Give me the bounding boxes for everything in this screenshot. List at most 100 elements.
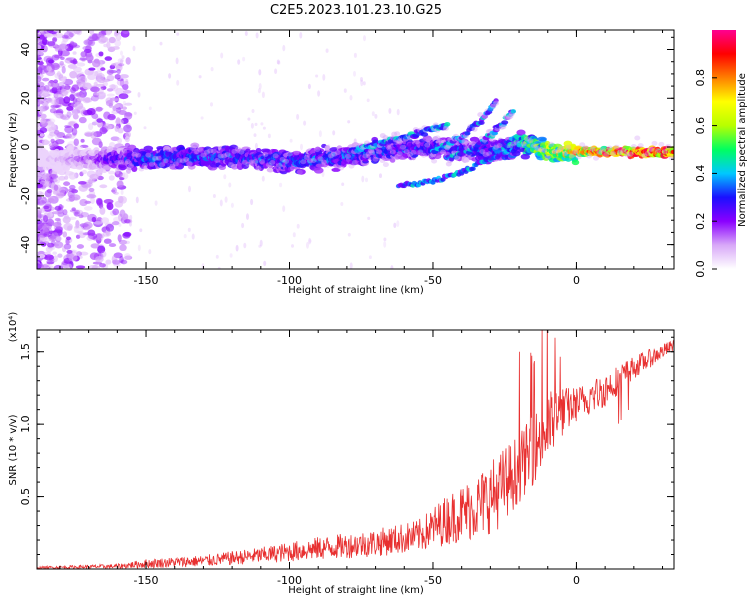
heatmap-cell	[105, 223, 115, 232]
heatmap-cell	[259, 159, 265, 165]
heatmap-cell	[118, 63, 125, 67]
heatmap-cell	[551, 149, 558, 154]
heatmap-cell	[53, 241, 64, 249]
heatmap-cell	[73, 123, 79, 129]
heatmap-cell	[230, 202, 234, 208]
heatmap-cell	[100, 217, 110, 224]
colorbar-tick-label: 0.8	[694, 69, 707, 87]
heatmap-cell	[101, 37, 108, 42]
heatmap-cell	[117, 159, 124, 165]
heatmap-cell	[122, 173, 126, 179]
heatmap-cell	[363, 35, 366, 42]
heatmap-cell	[396, 108, 400, 116]
spectrogram-y-axis-title: Frequency (Hz)	[8, 112, 19, 188]
heatmap-cell	[241, 222, 245, 229]
heatmap-cell	[251, 109, 255, 113]
heatmap-cell	[75, 220, 80, 229]
heatmap-cell	[98, 51, 104, 57]
heatmap-cell	[124, 80, 129, 86]
heatmap-cell	[108, 175, 115, 181]
heatmap-cell	[75, 265, 86, 269]
heatmap-cell	[51, 232, 59, 238]
heatmap-cell	[568, 153, 575, 159]
heatmap-cell	[340, 202, 344, 206]
heatmap-cell	[214, 158, 221, 163]
heatmap-cell	[124, 102, 133, 106]
heatmap-cell	[148, 106, 152, 111]
heatmap-cell	[176, 32, 180, 36]
heatmap-cell	[362, 153, 369, 159]
heatmap-cell	[289, 165, 296, 171]
heatmap-cell	[68, 121, 76, 126]
heatmap-cell	[60, 205, 65, 209]
heatmap-cell	[102, 230, 112, 237]
y-tick-label: 20	[19, 91, 32, 105]
heatmap-cell	[324, 145, 330, 152]
heatmap-cell	[53, 255, 58, 263]
heatmap-cell	[396, 220, 400, 227]
heatmap-cell	[299, 31, 303, 39]
heatmap-cell	[44, 226, 52, 235]
snr-panel: -150 -100 -50 0 0.5 1.0 1.5 Height of straigh…	[8, 312, 675, 596]
heatmap-cell	[349, 95, 353, 101]
heatmap-cell	[470, 166, 476, 171]
heatmap-cell	[253, 133, 257, 137]
heatmap-cell	[37, 49, 44, 56]
heatmap-cell	[191, 233, 195, 240]
heatmap-cell	[254, 122, 258, 127]
heatmap-cell	[306, 241, 309, 249]
y-tick-label: 40	[19, 43, 32, 57]
heatmap-cell	[260, 122, 264, 126]
heatmap-cell	[122, 213, 129, 221]
heatmap-cell	[69, 70, 78, 79]
heatmap-cell	[366, 98, 370, 103]
heatmap-cell	[112, 208, 120, 216]
heatmap-cell	[111, 46, 120, 50]
heatmap-cell	[37, 88, 41, 93]
heatmap-cell	[241, 159, 248, 165]
heatmap-cell	[303, 154, 310, 160]
heatmap-cell	[73, 101, 84, 110]
heatmap-cell	[120, 258, 126, 265]
heatmap-cell	[96, 233, 103, 240]
x-tick-label: -150	[134, 574, 159, 587]
heatmap-cell	[63, 167, 70, 172]
heatmap-cell	[112, 260, 121, 267]
heatmap-cell	[69, 94, 75, 102]
heatmap-cell	[95, 106, 103, 112]
heatmap-cell	[52, 104, 62, 108]
heatmap-cell	[61, 114, 71, 121]
heatmap-cell	[237, 59, 241, 65]
heatmap-cell	[106, 202, 114, 211]
heatmap-cell	[120, 259, 128, 265]
heatmap-cell	[85, 54, 94, 62]
heatmap-cell	[520, 141, 527, 147]
heatmap-cell	[76, 62, 86, 67]
heatmap-cell	[47, 118, 56, 124]
heatmap-cell	[114, 39, 122, 47]
heatmap-cell	[620, 147, 627, 153]
heatmap-cell	[87, 39, 96, 47]
heatmap-cell	[54, 99, 60, 106]
heatmap-cell	[105, 259, 112, 265]
heatmap-cell	[255, 166, 262, 171]
heatmap-cell	[66, 236, 71, 241]
heatmap-cell	[343, 88, 347, 93]
heatmap-cell	[43, 65, 50, 73]
heatmap-cell	[541, 147, 548, 153]
heatmap-cell	[104, 56, 113, 61]
heatmap-cell	[555, 148, 562, 154]
heatmap-cell	[412, 133, 420, 138]
heatmap-cell	[37, 195, 40, 200]
heatmap-cell	[97, 233, 104, 242]
heatmap-cell	[40, 264, 49, 268]
heatmap-cell	[114, 160, 121, 166]
heatmap-cell	[332, 130, 336, 136]
heatmap-cell	[58, 81, 65, 89]
heatmap-cell	[91, 33, 98, 41]
heatmap-cell	[454, 155, 461, 161]
heatmap-cell	[296, 169, 306, 175]
heatmap-cell	[248, 159, 255, 165]
heatmap-cell	[183, 233, 187, 239]
